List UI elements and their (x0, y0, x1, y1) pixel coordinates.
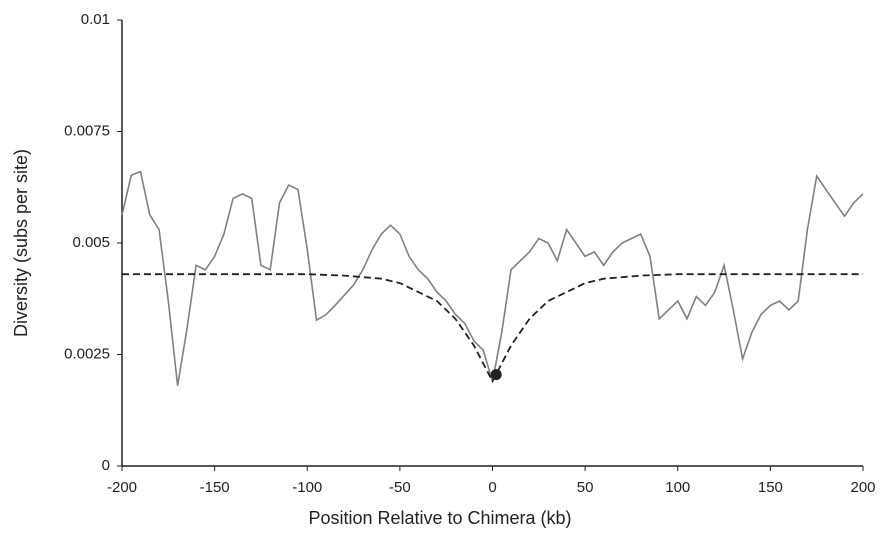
y-tick-label: 0.0075 (64, 122, 110, 139)
x-tick-label: -150 (200, 479, 230, 496)
fit-curve (122, 273, 863, 384)
y-tick-label: 0.005 (72, 234, 110, 251)
chimera-point (490, 369, 502, 381)
x-tick-label: 0 (488, 479, 496, 496)
x-tick-label: -50 (389, 479, 411, 496)
y-tick-label: 0.0025 (64, 345, 110, 362)
x-tick-label: -100 (292, 479, 322, 496)
x-tick-label: 100 (665, 479, 690, 496)
x-tick-label: 150 (758, 479, 783, 496)
y-tick-label: 0.01 (81, 11, 110, 28)
x-tick-label: 200 (850, 479, 875, 496)
y-tick-label: 0 (102, 457, 110, 474)
x-tick-label: 50 (577, 479, 594, 496)
diversity-line (121, 170, 864, 386)
x-tick-label: -200 (107, 479, 137, 496)
y-axis-label: Diversity (subs per site) (11, 149, 31, 337)
x-axis-label: Position Relative to Chimera (kb) (308, 508, 571, 528)
